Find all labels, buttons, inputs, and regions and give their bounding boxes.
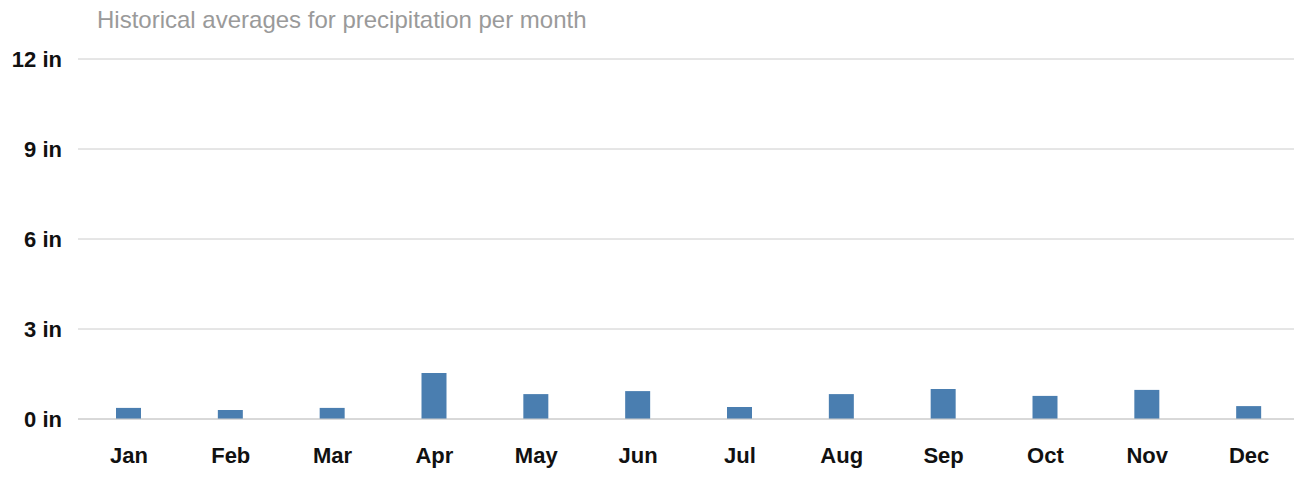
svg-text:Nov: Nov (1126, 443, 1168, 468)
svg-text:Jan: Jan (110, 443, 148, 468)
svg-text:Aug: Aug (820, 443, 863, 468)
svg-text:Feb: Feb (211, 443, 250, 468)
svg-text:9 in: 9 in (24, 137, 62, 162)
svg-text:3 in: 3 in (24, 317, 62, 342)
svg-text:Jun: Jun (619, 443, 658, 468)
svg-text:Sep: Sep (923, 443, 963, 468)
svg-text:12 in: 12 in (12, 47, 62, 72)
svg-text:May: May (515, 443, 559, 468)
html-text:Historical averages for precip: Historical averages for precipitation pe… (97, 6, 587, 33)
svg-text:Jul: Jul (724, 443, 756, 468)
svg-text:Oct: Oct (1027, 443, 1064, 468)
svg-text:Dec: Dec (1229, 443, 1269, 468)
svg-text:Mar: Mar (313, 443, 353, 468)
svg-text:0 in: 0 in (24, 407, 62, 432)
svg-text:Apr: Apr (415, 443, 453, 468)
svg-text:6 in: 6 in (24, 227, 62, 252)
